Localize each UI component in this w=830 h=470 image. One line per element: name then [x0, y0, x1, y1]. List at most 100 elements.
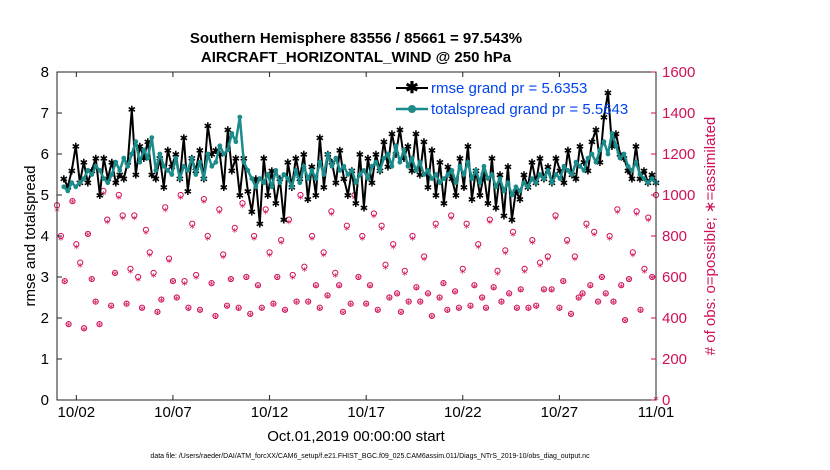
totalspread-point — [521, 180, 527, 186]
obs-possible-point — [146, 249, 153, 256]
rmse-point: ✱ — [352, 199, 360, 210]
rmse-point: ✱ — [388, 130, 396, 141]
rmse-point: ✱ — [480, 171, 488, 182]
obs-possible-point — [320, 249, 327, 256]
totalspread-point — [453, 180, 459, 186]
totalspread-point — [65, 188, 71, 194]
obs-possible-point — [625, 275, 633, 283]
obs-possible-point — [405, 298, 412, 305]
obs-assimilated-point: * — [220, 253, 226, 266]
obs-possible-point — [343, 222, 350, 229]
rmse-point: ✱ — [620, 154, 628, 165]
obs-assimilated-point: * — [294, 298, 300, 311]
rmse-point: ✱ — [628, 175, 636, 186]
obs-possible-point — [115, 191, 122, 199]
obs-possible-point — [374, 306, 381, 313]
rmse-point: ✱ — [320, 183, 328, 194]
totalspread-point — [641, 176, 647, 182]
totalspread-point — [369, 163, 375, 169]
obs-assimilated-point: * — [263, 207, 269, 220]
obs-possible-point — [494, 267, 501, 274]
obs-possible-point — [127, 265, 134, 272]
totalspread-point — [181, 163, 187, 169]
obs-assimilated-point: * — [371, 212, 377, 225]
obs-possible-point — [382, 261, 389, 268]
obs-possible-point — [165, 255, 173, 262]
obs-assimilated-point: * — [475, 242, 481, 255]
obs-assimilated-point: * — [132, 214, 138, 227]
obs-assimilated-point: * — [174, 294, 180, 307]
totalspread-point — [217, 143, 223, 149]
totalspread-point — [97, 168, 103, 173]
obs-assimilated-point: * — [108, 302, 114, 315]
rmse-point: ✱ — [420, 138, 428, 149]
totalspread-point — [121, 155, 127, 161]
obs-assimilated-point: * — [305, 298, 311, 311]
obs-possible-point — [243, 273, 250, 281]
rmse-point: ✱ — [332, 179, 340, 190]
obs-assimilated-point: * — [441, 279, 447, 292]
obs-possible-point — [525, 304, 532, 311]
obs-possible-point — [513, 304, 520, 311]
rmse-point: ✱ — [624, 166, 632, 177]
obs-assimilated-point: * — [479, 294, 485, 307]
totalspread-point — [601, 139, 607, 145]
obs-assimilated-point: * — [217, 207, 223, 220]
obs-possible-point — [235, 304, 242, 311]
totalspread-point — [225, 147, 231, 153]
legend-spread-label: totalspread grand pr = 5.5643 — [431, 101, 628, 118]
totalspread-point — [141, 147, 147, 153]
obs-assimilated-point: * — [298, 193, 304, 206]
y-right-tick-label: 800 — [662, 228, 687, 245]
obs-assimilated-point: * — [468, 302, 474, 315]
obs-assimilated-point: * — [155, 308, 161, 321]
obs-assimilated-point: * — [182, 279, 188, 292]
totalspread-point — [577, 163, 583, 169]
totalspread-point — [605, 151, 611, 157]
totalspread-point — [77, 180, 83, 186]
totalspread-point — [401, 147, 407, 153]
obs-assimilated-point: * — [74, 242, 80, 255]
rmse-point: ✱ — [380, 138, 388, 149]
totalspread-point — [501, 188, 507, 194]
obs-assimilated-point: * — [452, 287, 458, 300]
y-right-tick-label: 0 — [662, 392, 670, 409]
series-layer: ✱✱✱✱✱✱✱✱✱✱✱✱✱✱✱✱✱✱✱✱✱✱✱✱✱✱✱✱✱✱✱✱✱✱✱✱✱✱✱✱… — [60, 89, 661, 231]
obs-possible-point — [393, 290, 401, 297]
totalspread-point — [261, 180, 267, 186]
rmse-point: ✱ — [584, 166, 592, 177]
obs-possible-point — [92, 298, 99, 305]
rmse-point: ✱ — [520, 171, 528, 182]
rmse-point: ✱ — [360, 203, 368, 214]
rmse-point: ✱ — [576, 142, 584, 153]
totalspread-point — [197, 159, 203, 165]
obs-assimilated-point: * — [267, 251, 273, 264]
obs-possible-point — [564, 237, 571, 244]
obs-possible-point — [529, 237, 536, 244]
obs-assimilated-point: * — [460, 267, 466, 280]
totalspread-point — [421, 172, 427, 177]
obs-possible-point — [196, 306, 204, 313]
totalspread-point — [337, 168, 343, 173]
obs-assimilated-point: * — [139, 304, 145, 317]
obs-assimilated-point: * — [112, 269, 118, 282]
totalspread-point — [205, 151, 211, 157]
x-tick-label: 10/27 — [541, 404, 579, 421]
totalspread-point — [621, 151, 627, 157]
obs-assimilated-point: * — [77, 261, 83, 274]
rmse-point: ✱ — [116, 171, 124, 182]
rmse-point: ✱ — [588, 138, 596, 149]
totalspread-point — [157, 151, 163, 157]
totalspread-point — [101, 176, 107, 182]
totalspread-point — [161, 163, 167, 169]
rmse-point: ✱ — [508, 216, 516, 227]
totalspread-point — [345, 172, 351, 177]
totalspread-point — [597, 147, 603, 153]
rmse-point: ✱ — [408, 166, 416, 177]
obs-possible-point — [266, 249, 273, 256]
totalspread-point — [485, 176, 491, 182]
totalspread-point — [201, 176, 207, 182]
totalspread-point — [493, 184, 499, 190]
rmse-point: ✱ — [444, 162, 452, 173]
obs-possible-point — [401, 267, 408, 274]
